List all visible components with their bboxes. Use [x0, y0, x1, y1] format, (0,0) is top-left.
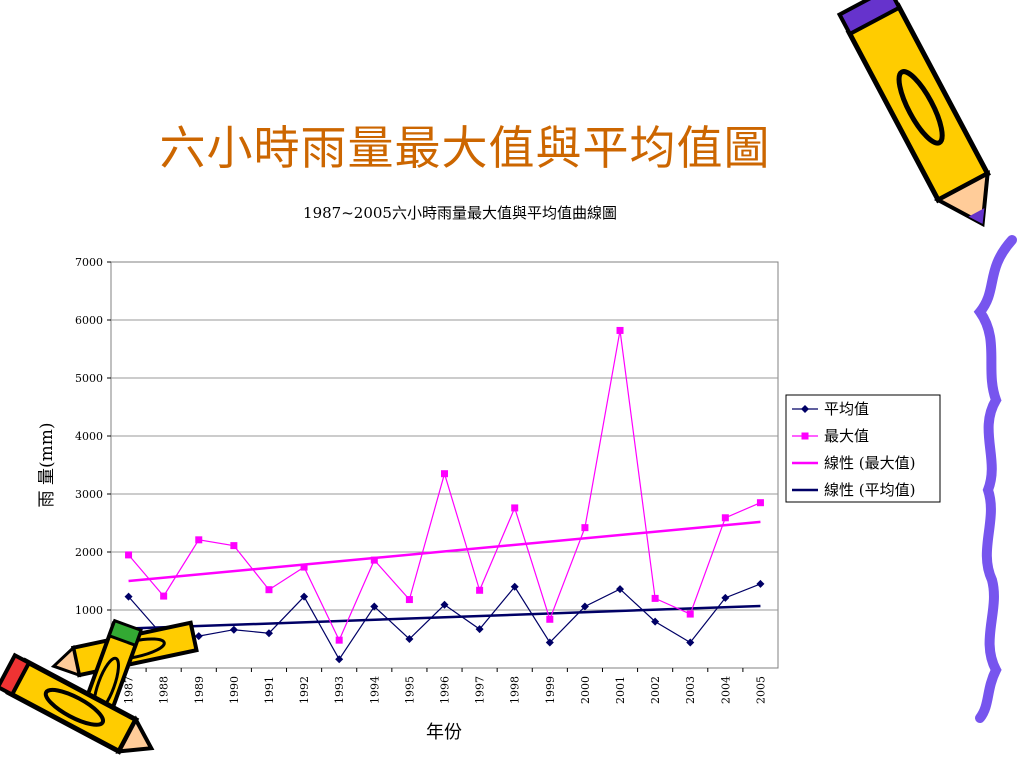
y-tick-label: 7000 — [75, 256, 103, 269]
legend-label: 最大值 — [824, 427, 869, 445]
y-tick-label: 3000 — [75, 488, 103, 501]
y-tick-label: 5000 — [75, 372, 103, 385]
data-point — [370, 556, 378, 564]
data-point — [651, 594, 659, 602]
data-point — [721, 593, 730, 602]
y-tick-label: 2000 — [75, 546, 103, 559]
y-tick-label: 4000 — [75, 430, 103, 443]
x-tick-label: 2002 — [649, 676, 662, 704]
squiggle-line — [973, 235, 1017, 723]
legend-box — [785, 394, 941, 503]
data-point — [686, 610, 694, 618]
data-point — [300, 563, 308, 571]
data-point — [475, 625, 484, 634]
data-point — [440, 600, 449, 609]
y-tick-label: 1000 — [75, 604, 103, 617]
x-tick-label: 2001 — [614, 676, 627, 704]
legend-label: 線性 (平均值) — [824, 481, 915, 499]
data-point — [335, 636, 343, 644]
x-tick-label: 1995 — [403, 676, 416, 704]
data-point — [160, 592, 168, 600]
x-tick-label: 1998 — [509, 676, 522, 704]
data-point — [546, 615, 554, 623]
legend-marker — [801, 432, 809, 440]
data-point — [756, 579, 765, 588]
data-point — [721, 514, 729, 522]
data-point — [511, 504, 519, 512]
data-point — [194, 632, 203, 641]
x-tick-label: 1988 — [158, 676, 171, 704]
data-point — [230, 542, 238, 550]
x-tick-label: 1990 — [228, 676, 241, 704]
legend-label: 平均值 — [824, 400, 869, 418]
data-point — [581, 524, 589, 532]
x-tick-label: 1992 — [298, 676, 311, 704]
x-tick-label: 1996 — [439, 676, 452, 704]
slide-title: 六小時雨量最大值與平均值圖 — [159, 121, 771, 175]
trendlines — [128, 520, 761, 630]
data-point — [264, 629, 273, 638]
data-point — [545, 638, 554, 647]
x-tick-label: 1987 — [123, 676, 136, 704]
x-tick-label: 1997 — [474, 676, 487, 704]
data-point — [405, 596, 413, 604]
data-point — [124, 592, 133, 601]
y-tick-label: 6000 — [75, 314, 103, 327]
data-point — [476, 586, 484, 594]
data-point — [616, 326, 624, 334]
data-point — [510, 582, 519, 591]
data-point — [265, 586, 273, 594]
pencil-icon — [836, 0, 991, 228]
data-point — [370, 602, 379, 611]
trendline — [128, 520, 761, 583]
legend-label: 線性 (最大值) — [824, 454, 915, 472]
trendline — [128, 604, 761, 630]
chart-title: 1987~2005六小時雨量最大值與平均值曲線圖 — [303, 204, 617, 222]
data-point — [580, 602, 589, 611]
y-axis-label: 雨 量(mm) — [37, 423, 57, 508]
x-tick-label: 1999 — [544, 676, 557, 704]
plot-area — [110, 261, 779, 669]
data-point — [441, 470, 448, 478]
data-point — [195, 536, 203, 544]
x-axis-ticks: 1987 1988 1989 1990 1991 1992 1993 1994 1995 1996… — [110, 668, 767, 704]
x-tick-label: 2004 — [719, 676, 732, 704]
x-tick-label: 1994 — [368, 676, 381, 704]
crayon-icon — [0, 618, 199, 755]
x-tick-label: 1989 — [193, 676, 206, 704]
x-tick-label: 2003 — [684, 676, 697, 704]
data-point — [125, 551, 133, 559]
x-tick-label: 2000 — [579, 676, 592, 704]
data-point — [229, 625, 238, 634]
x-tick-label: 1991 — [263, 676, 276, 704]
data-point — [686, 638, 695, 647]
data-point — [651, 617, 660, 626]
data-point — [405, 635, 414, 643]
series-group — [124, 326, 765, 664]
x-axis-label: 年份 — [426, 722, 462, 743]
x-tick-label: 2005 — [754, 676, 767, 704]
y-axis-ticks: 01000200030004000500060007000 — [75, 256, 111, 675]
data-point — [300, 592, 309, 601]
x-tick-label: 1993 — [333, 676, 346, 704]
data-point — [756, 499, 764, 507]
legend-marker — [801, 405, 809, 413]
data-point — [335, 655, 344, 664]
data-point — [616, 585, 625, 594]
